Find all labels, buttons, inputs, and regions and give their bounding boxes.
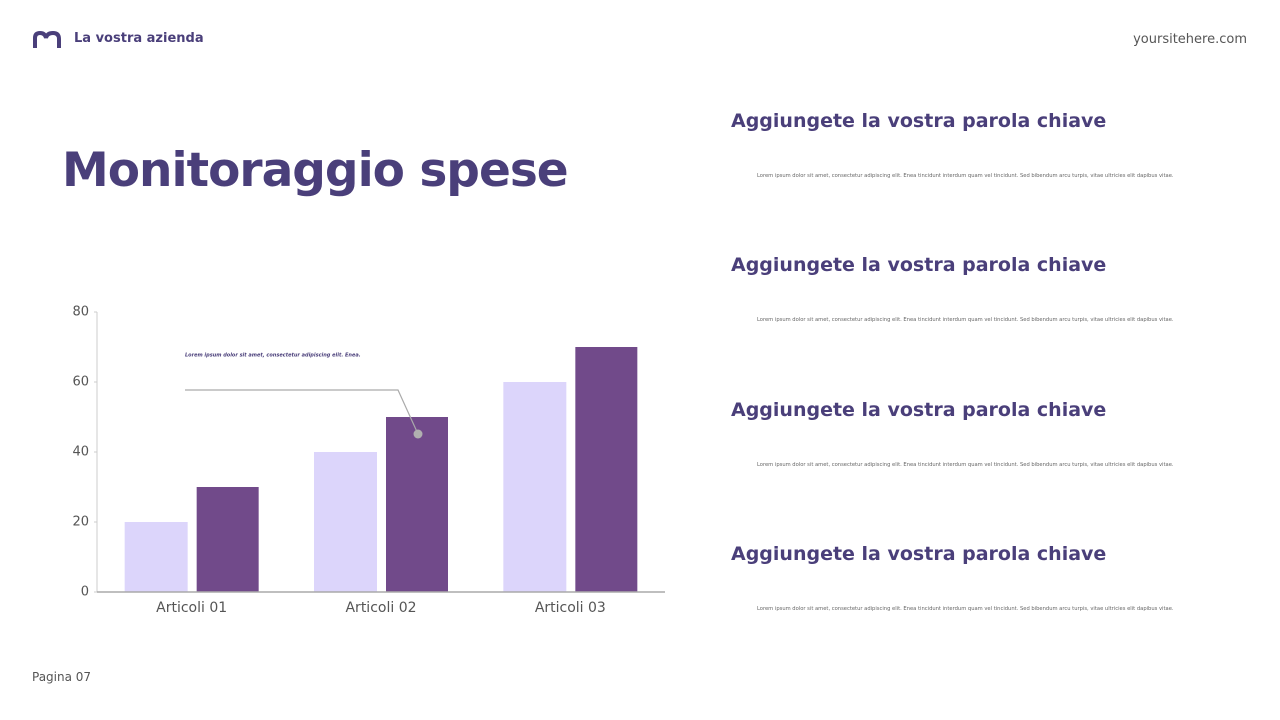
annotation-leader <box>185 389 419 435</box>
bar <box>386 417 448 592</box>
section-heading: Aggiungete la vostra parola chiave <box>731 542 1107 565</box>
x-tick-label: Articoli 01 <box>156 600 227 616</box>
section-body: Lorem ipsum dolor sit amet, consectetur … <box>757 605 1174 612</box>
y-tick-label: 20 <box>72 515 89 530</box>
bar <box>124 522 188 592</box>
section-heading: Aggiungete la vostra parola chiave <box>731 398 1107 421</box>
section-body: Lorem ipsum dolor sit amet, consectetur … <box>757 173 1174 179</box>
x-tick-label: Articoli 03 <box>535 600 606 616</box>
bar <box>503 382 567 592</box>
x-tick-label: Articoli 02 <box>345 600 416 616</box>
slide-title: Monitoraggio spese <box>62 143 569 198</box>
bar <box>196 487 259 592</box>
company-name: La vostra azienda <box>74 31 204 46</box>
page-number: Pagina 07 <box>32 670 92 684</box>
y-tick-label: 40 <box>72 445 89 460</box>
y-tick-label: 80 <box>72 305 89 320</box>
bar <box>314 452 377 592</box>
bar <box>575 347 638 592</box>
y-tick-label: 60 <box>72 375 89 390</box>
annotation-dot <box>413 429 423 439</box>
logo <box>33 31 61 48</box>
chart: 0 20 40 60 80 Articoli 01 Articoli 02 Articoli … <box>72 305 665 616</box>
section-body: Lorem ipsum dolor sit amet, consectetur … <box>757 461 1174 468</box>
site-url: yoursitehere.com <box>1133 32 1247 47</box>
section-heading: Aggiungete la vostra parola chiave <box>731 254 1107 277</box>
annotation: Lorem ipsum dolor sit amet, consectetur … <box>185 353 361 359</box>
section-heading: Aggiungete la vostra parola chiave <box>731 110 1107 132</box>
section-body: Lorem ipsum dolor sit amet, consectetur … <box>757 317 1174 324</box>
y-tick-label: 0 <box>81 585 89 600</box>
